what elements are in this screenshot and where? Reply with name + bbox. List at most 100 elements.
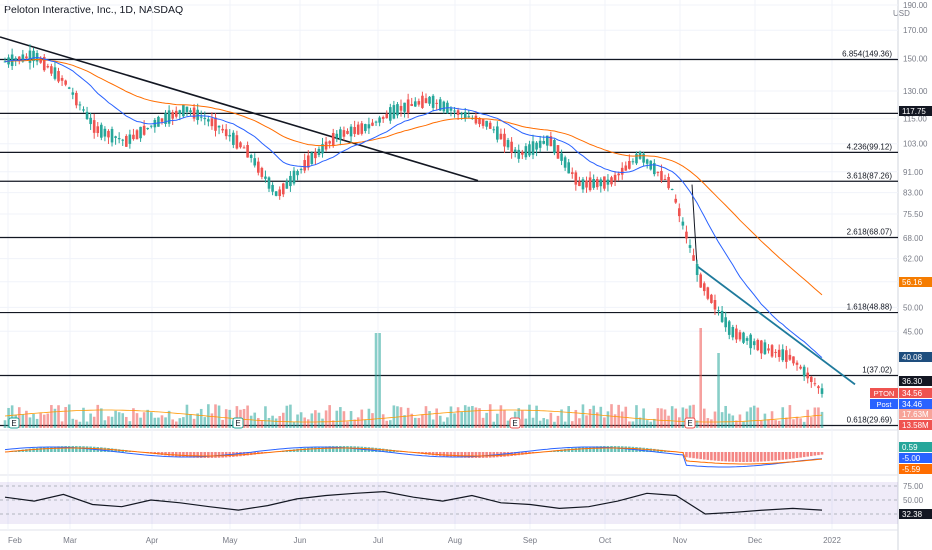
candle-body: [752, 341, 756, 346]
macd-histogram-bar: [75, 446, 78, 452]
volume-bar: [399, 407, 403, 428]
candle-body: [299, 169, 303, 171]
volume-bar: [460, 411, 463, 428]
volume-bar: [456, 407, 460, 428]
volume-bar: [699, 328, 702, 428]
volume-bar: [578, 418, 581, 428]
candle-body: [92, 120, 96, 133]
volume-bar: [289, 404, 292, 428]
volume-bar: [806, 409, 810, 428]
macd-histogram-bar: [203, 452, 207, 458]
volume-bar: [677, 417, 681, 428]
moving-averages: [4, 56, 823, 358]
candle-body: [142, 125, 146, 135]
macd-histogram-bar: [57, 446, 60, 452]
candle-body: [310, 152, 314, 164]
volume-bar: [442, 421, 446, 428]
volume-bar: [189, 414, 192, 428]
volume-bar: [453, 413, 456, 428]
volume-bar: [820, 411, 824, 428]
rsi-tick-label: 50.00: [903, 496, 924, 505]
macd-badge-text: -5.59: [902, 465, 921, 474]
volume-bar: [724, 405, 727, 428]
volume-bar: [196, 413, 199, 428]
candle-body: [89, 117, 92, 125]
trendlines: [0, 36, 856, 386]
volume-bar: [749, 407, 752, 428]
volume-bar: [620, 411, 624, 428]
candle-body: [199, 116, 203, 118]
candle-body: [164, 113, 167, 124]
price-badge-text: 17.63M: [902, 410, 929, 419]
x-tick-label: 2022: [823, 536, 841, 545]
candle-body: [100, 124, 103, 138]
macd-histogram-bar: [210, 452, 214, 458]
volume-bar: [50, 405, 53, 428]
macd-histogram-bar: [620, 446, 624, 452]
candle-body: [642, 153, 645, 163]
macd-histogram-bar: [446, 452, 449, 457]
y-tick-label: 91.00: [903, 168, 924, 177]
macd-histogram-bar: [735, 452, 738, 462]
volume-bar: [428, 411, 431, 428]
candle-body: [410, 104, 414, 106]
candle-body: [264, 176, 267, 179]
candle-body: [738, 332, 742, 340]
macd-histogram-bar: [381, 448, 385, 452]
ema-fast-line: [4, 56, 823, 358]
candle-body: [681, 221, 685, 226]
candle-body: [613, 174, 617, 181]
macd-histogram-bar: [374, 447, 378, 452]
candle-body: [692, 255, 695, 261]
volume-bar: [599, 406, 603, 428]
candle-body: [192, 107, 196, 119]
macd-histogram-bar: [813, 452, 817, 456]
macd-histogram-bar: [752, 452, 756, 462]
volume-bar: [264, 406, 267, 428]
volume-bar: [71, 418, 75, 428]
volume-bar: [763, 413, 767, 428]
macd-histogram-bar: [110, 448, 114, 452]
currency-label: USD: [893, 9, 910, 18]
macd-histogram-bar: [713, 452, 717, 461]
level-label: 6.854(149.36): [842, 50, 892, 59]
volume-bar: [410, 413, 414, 428]
macd-histogram-bar: [817, 452, 820, 456]
volume-bar: [795, 416, 799, 428]
macd-histogram-bar: [603, 446, 606, 452]
candle-body: [114, 136, 117, 138]
volume-bar: [42, 414, 46, 428]
macd-histogram-bar: [453, 452, 456, 458]
level-label: 1(37.02): [862, 366, 892, 375]
candle-body: [367, 124, 371, 129]
macd-histogram-bar: [799, 452, 802, 458]
candle-body: [428, 96, 431, 104]
candle-body: [339, 129, 342, 140]
volume-bar: [85, 421, 89, 428]
volume-bar: [117, 412, 121, 428]
downtrend-line: [0, 36, 479, 182]
volume-bar: [60, 421, 64, 428]
candle-body: [171, 112, 174, 119]
macd-histogram-bar: [642, 447, 645, 452]
volume-bar: [321, 418, 324, 428]
macd-histogram-bar: [585, 446, 588, 452]
macd-histogram-bar: [578, 447, 581, 452]
volume-bar: [449, 406, 453, 428]
macd-histogram-bar: [78, 446, 82, 452]
candle-body: [17, 56, 21, 61]
candle-body: [207, 119, 210, 122]
candle-body: [706, 287, 710, 299]
candle-body: [763, 342, 767, 355]
volume-bar: [121, 413, 125, 428]
candle-body: [14, 58, 18, 61]
candle-body: [242, 147, 246, 149]
volume-bar: [96, 404, 100, 428]
candle-body: [492, 129, 496, 131]
macd-histogram-bar: [324, 446, 328, 452]
candle-body: [563, 157, 567, 168]
macd-histogram-bar: [346, 446, 349, 452]
macd-histogram-bar: [567, 448, 570, 452]
candle-body: [560, 153, 563, 161]
